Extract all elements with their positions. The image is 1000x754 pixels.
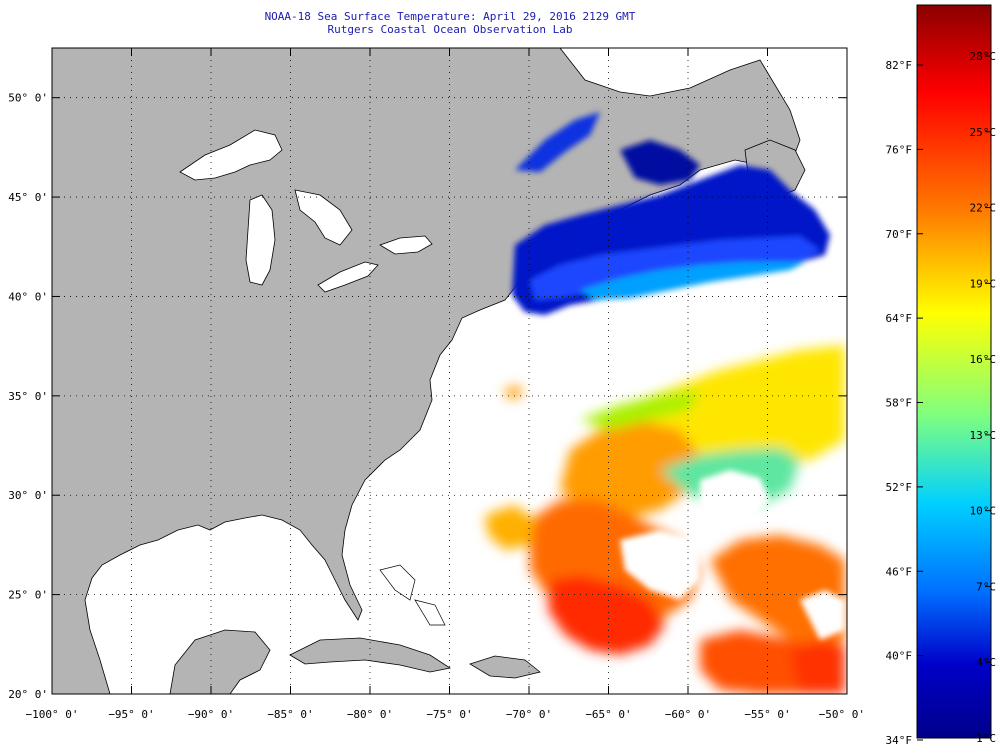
lon-label: −85° 0'	[267, 708, 313, 721]
bahamas	[379, 564, 446, 626]
colorbar-c-label: 19°C	[970, 277, 997, 290]
colorbar-f-label: 76°F	[886, 143, 913, 156]
colorbar-c-label: 7°C	[976, 580, 996, 593]
colorbar-c-label: 28°C	[970, 50, 997, 63]
latitude-labels: 20° 0' 25° 0' 30° 0' 35° 0' 40° 0' 45° 0' 50° …	[8, 92, 48, 701]
colorbar-c-label: 4°C	[976, 656, 996, 669]
map-title: NOAA-18 Sea Surface Temperature: April 2…	[264, 10, 636, 23]
colorbar-c-label: 1°C	[976, 732, 996, 745]
lat-label: 30° 0'	[8, 489, 48, 502]
lat-label: 20° 0'	[8, 688, 48, 701]
colorbar-c-label: 13°C	[970, 429, 997, 442]
colorbar-c-label: 25°C	[970, 126, 997, 139]
graticule	[51, 48, 848, 695]
colorbar-f-label: 70°F	[886, 228, 913, 241]
colorbar-f-label: 40°F	[886, 650, 913, 663]
longitude-labels: −100° 0' −95° 0' −90° 0' −85° 0' −80° 0' −75°…	[26, 708, 865, 721]
lake-ontario	[379, 235, 433, 255]
lat-label: 50° 0'	[8, 92, 48, 105]
land-yucatan	[169, 629, 271, 694]
colorbar-c-label: 10°C	[970, 505, 997, 518]
lat-label: 45° 0'	[8, 191, 48, 204]
lon-label: −75° 0'	[426, 708, 472, 721]
colorbar-f-label: 52°F	[886, 481, 913, 494]
land-hispaniola	[469, 655, 541, 679]
colorbar-f-label: 82°F	[886, 59, 913, 72]
lat-label: 25° 0'	[8, 589, 48, 602]
cloud-gaps	[620, 470, 845, 640]
colorbar-celsius-labels: 28°C 25°C 22°C 19°C 16°C 13°C 10°C 7°C 4°C 1°C	[970, 50, 997, 745]
lat-label: 35° 0'	[8, 390, 48, 403]
sst-warm-region	[485, 345, 845, 694]
map-subtitle: Rutgers Coastal Ocean Observation Lab	[327, 23, 573, 36]
colorbar-f-label: 58°F	[886, 397, 913, 410]
sst-cold-region	[512, 112, 830, 315]
colorbar-f-label: 34°F	[886, 734, 913, 747]
colorbar	[916, 4, 992, 739]
lon-label: −60° 0'	[665, 708, 711, 721]
lon-label: −95° 0'	[108, 708, 154, 721]
colorbar-f-label: 64°F	[886, 312, 913, 325]
lake-michigan	[245, 194, 276, 286]
lon-label: −80° 0'	[347, 708, 393, 721]
colorbar-c-label: 22°C	[970, 202, 997, 215]
lon-label: −50° 0'	[819, 708, 865, 721]
lake-superior	[179, 129, 283, 181]
lat-label: 40° 0'	[8, 290, 48, 303]
colorbar-fahrenheit-labels: 82°F 76°F 70°F 64°F 58°F 52°F 46°F 40°F 34°F	[886, 59, 923, 747]
lon-label: −90° 0'	[188, 708, 234, 721]
lake-huron	[294, 189, 353, 246]
lake-erie	[317, 261, 379, 293]
colorbar-f-label: 46°F	[886, 565, 913, 578]
lon-label: −65° 0'	[585, 708, 631, 721]
lon-label: −70° 0'	[506, 708, 552, 721]
lon-label: −55° 0'	[744, 708, 790, 721]
lon-label: −100° 0'	[26, 708, 79, 721]
colorbar-c-label: 16°C	[970, 353, 997, 366]
